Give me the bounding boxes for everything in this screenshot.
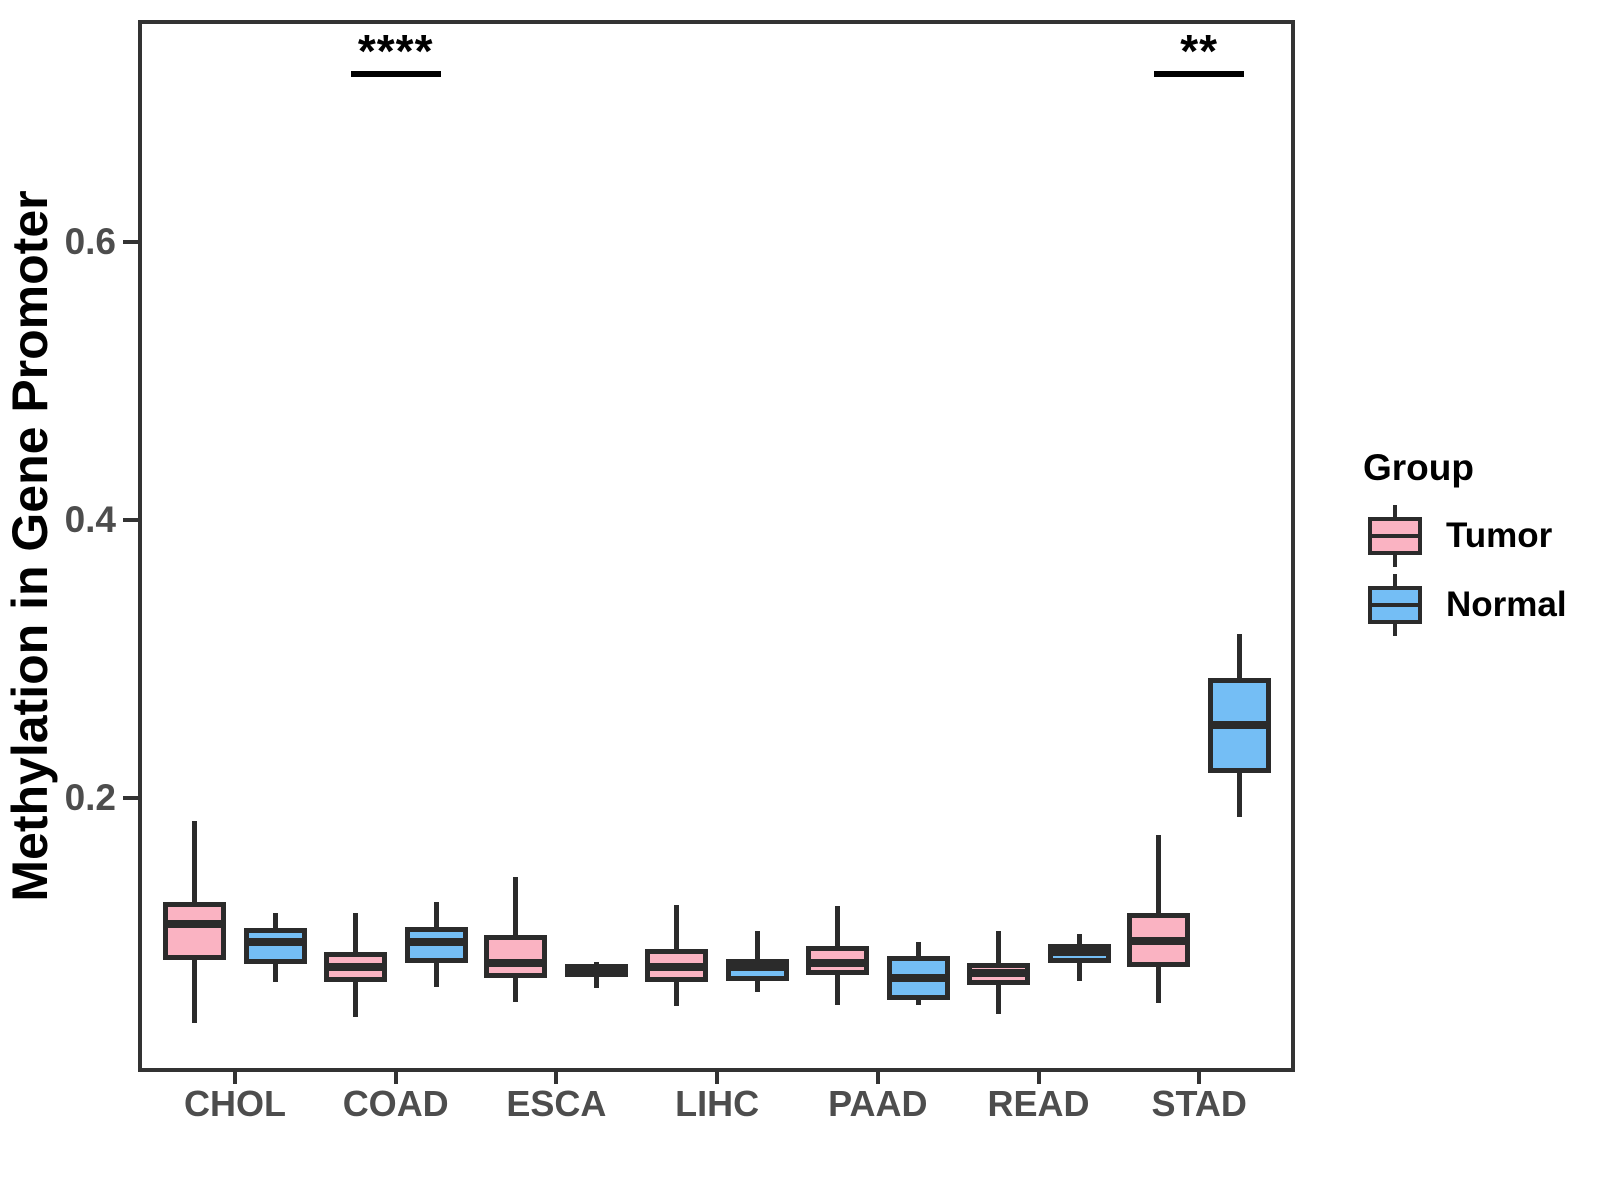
x-tick-label-lihc: LIHC [675, 1083, 760, 1124]
x-axis-tick [875, 1070, 880, 1084]
x-tick-label-stad: STAD [1151, 1083, 1247, 1124]
significance-label-stad: ** [1180, 25, 1219, 77]
tumor-lihc-median [645, 963, 709, 972]
x-axis-tick [233, 1070, 237, 1084]
normal-chol-box [244, 928, 307, 965]
normal-read-median [1047, 947, 1111, 956]
legend-label-normal: Normal [1446, 585, 1567, 624]
x-tick-label-chol: CHOL [184, 1083, 286, 1124]
normal-coad-median [404, 938, 468, 947]
y-axis-tick [123, 239, 138, 244]
x-tick-label-read: READ [987, 1083, 1090, 1124]
tumor-esca-box [484, 935, 548, 979]
x-axis-tick [715, 1070, 720, 1084]
normal-lihc-median [726, 963, 790, 972]
tumor-esca-median [484, 958, 548, 967]
tumor-chol-median [163, 920, 226, 929]
normal-chol-median [244, 938, 307, 947]
legend-title: Group [1363, 447, 1474, 488]
tumor-paad-median [805, 958, 869, 967]
x-tick-label-paad: PAAD [828, 1083, 928, 1124]
y-tick-label: 0.6 [64, 220, 116, 262]
key-median [1368, 603, 1422, 607]
x-axis-tick [554, 1070, 559, 1084]
tumor-chol-box [163, 901, 226, 961]
tumor-coad-median [323, 963, 387, 972]
significance-label-coad: **** [357, 25, 434, 77]
x-axis-tick [393, 1070, 398, 1084]
key-median [1368, 534, 1422, 538]
normal-esca-median [565, 967, 629, 976]
legend: Group Tumor Normal [1340, 447, 1600, 643]
y-axis-tick [123, 795, 138, 800]
legend-item-tumor: Tumor [1368, 505, 1600, 567]
x-axis-tick [1197, 1070, 1202, 1084]
y-tick-label: 0.2 [64, 776, 116, 818]
significance-bar-stad [1154, 71, 1245, 77]
x-tick-label-esca: ESCA [506, 1083, 607, 1124]
normal-boxplot-key-icon [1368, 574, 1422, 636]
x-axis-tick [1036, 1070, 1041, 1084]
plot-panel [138, 20, 1295, 1072]
tumor-read-median [966, 968, 1030, 977]
normal-paad-median [886, 974, 950, 983]
x-tick-label-coad: COAD [342, 1083, 449, 1124]
y-tick-label: 0.4 [64, 498, 116, 540]
tumor-boxplot-key-icon [1368, 505, 1422, 567]
y-axis-tick [123, 517, 138, 522]
significance-bar-coad [350, 71, 441, 77]
legend-label-tumor: Tumor [1446, 516, 1553, 555]
tumor-stad-median [1127, 936, 1191, 945]
normal-stad-median [1208, 721, 1272, 730]
legend-item-normal: Normal [1368, 574, 1600, 636]
